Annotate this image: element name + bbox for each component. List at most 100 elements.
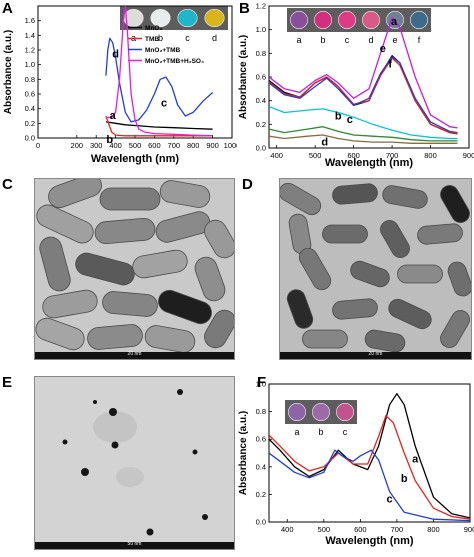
- chart-b-series-line-1: [269, 126, 458, 142]
- chart-b-series-line-4: [269, 57, 458, 135]
- chart-a: abcd020030040050060070080090010000.00.20…: [3, 5, 240, 165]
- scale-label-d: 20 nm: [368, 351, 383, 357]
- chart-b-series-line-2: [269, 105, 458, 140]
- chart-f: abc4005006007008009000.00.20.40.60.81.0W…: [238, 380, 474, 548]
- chart-f-y-tick-label: 0.8: [256, 407, 266, 416]
- chart-f-curve-label-a: a: [412, 454, 419, 466]
- chart-b-curve-label-f: f: [388, 59, 392, 71]
- chart-f-x-tick-label: 800: [427, 525, 440, 534]
- tem-c-nanorod: [204, 219, 234, 259]
- chart-f-y-axis-label: Absorbance (a.u.): [238, 411, 249, 495]
- chart-f-vial-c: [336, 403, 354, 421]
- tem-d-nanorod: [298, 247, 332, 291]
- chart-a-x-tick-label: 200: [71, 141, 84, 150]
- tem-d-nanorod: [382, 185, 428, 209]
- tem-c-nanorod: [159, 180, 211, 208]
- tem-e-nanoparticle: [202, 514, 208, 520]
- panel-label-b: B: [239, 0, 250, 17]
- panel-e: E 50 nm: [0, 370, 237, 552]
- chart-b-vial-a: [290, 11, 308, 29]
- chart-b-x-tick-label: 700: [386, 151, 399, 160]
- panel-c: C 20 nm: [0, 172, 237, 362]
- chart-a-y-tick-label: 0.0: [25, 134, 35, 143]
- chart-b-vial-label-c: c: [345, 35, 350, 45]
- chart-b-vial-f: [410, 11, 428, 29]
- tem-c-nanorod: [94, 217, 156, 245]
- tem-d-nanorod: [397, 264, 443, 284]
- chart-a-curve-label-a: a: [110, 110, 117, 122]
- chart-a-curve-label-d: d: [112, 48, 119, 60]
- scale-label-e: 50 nm: [127, 541, 142, 547]
- tem-image-c: 20 nm: [34, 178, 235, 360]
- chart-b-curve-label-d: d: [321, 137, 328, 149]
- tem-d-nanorod: [350, 260, 390, 288]
- tem-e-halo: [116, 467, 144, 487]
- chart-a-x-tick-label: 600: [148, 141, 161, 150]
- chart-f-series-line-0: [269, 393, 470, 519]
- chart-a-y-tick-label: 1.4: [25, 31, 35, 40]
- chart-b-y-tick-label: 1.2: [256, 2, 266, 11]
- chart-a-series-line-2: [105, 37, 214, 123]
- tem-c-nanorod: [102, 291, 158, 317]
- panel-f: F abc4005006007008009000.00.20.40.60.81.…: [237, 370, 474, 552]
- chart-b-series-line-5: [269, 56, 458, 134]
- chart-f-y-tick-label: 0.2: [256, 490, 266, 499]
- chart-a-y-tick-label: 0.2: [25, 119, 35, 128]
- chart-a-legend: MnO₂ TMB MnO₂+TMB MnO₂+TMB+H₂SO₄: [128, 25, 204, 65]
- chart-b-vial-d: [362, 11, 380, 29]
- chart-a-curve-label-b: b: [106, 134, 113, 146]
- chart-a-x-tick-label: 500: [129, 141, 142, 150]
- chart-a-vial-label-d: d: [212, 33, 217, 43]
- tem-e-nanoparticle: [177, 389, 183, 395]
- chart-a-vial-d: [204, 9, 225, 27]
- chart-f-x-axis-label: Wavelength (nm): [325, 535, 414, 547]
- chart-b-y-axis-label: Absorbance (a.u.): [238, 35, 249, 119]
- tem-c-nanorod: [39, 236, 71, 292]
- panel-label-e: E: [2, 374, 13, 391]
- tem-image-e: 50 nm: [34, 376, 235, 550]
- tem-d-nanorod: [332, 298, 378, 320]
- panel-a: A abcd020030040050060070080090010000.00.…: [0, 0, 240, 170]
- chart-f-x-tick-label: 600: [354, 525, 367, 534]
- chart-f-inset-photo: a b c: [285, 400, 357, 437]
- tem-d-nanorod: [447, 261, 471, 297]
- scale-label-c: 20 nm: [127, 351, 142, 357]
- tem-c-nanorod: [99, 187, 161, 211]
- chart-b-vial-e: [386, 11, 404, 29]
- chart-a-x-tick-label: 900: [206, 141, 219, 150]
- chart-b-vial-label-f: f: [418, 35, 421, 45]
- panel-label-d: D: [242, 176, 253, 193]
- chart-a-x-tick-label: 800: [187, 141, 200, 150]
- chart-b-x-tick-label: 400: [270, 151, 283, 160]
- chart-f-vial-label-b: b: [318, 427, 323, 437]
- chart-b-inset-background: [287, 8, 431, 32]
- chart-a-vial-label-c: c: [185, 33, 190, 43]
- chart-f-y-tick-label: 0.4: [256, 462, 266, 471]
- chart-a-y-tick-label: 0.4: [25, 104, 35, 113]
- tem-d-nanorod: [364, 329, 406, 353]
- chart-f-series-line-2: [269, 449, 470, 522]
- panel-b: B a b c d e f 400 500 600 700 800 900 0.0 0.2 0.4 0.6 0.…: [237, 0, 474, 170]
- chart-b-curve-label-c: c: [347, 114, 353, 126]
- chart-a-series-line-0: [105, 121, 213, 130]
- chart-a-legend-entry: MnO₂: [145, 25, 162, 32]
- chart-f-vial-label-a: a: [294, 427, 299, 437]
- chart-b-vial-label-d: d: [368, 35, 373, 45]
- chart-a-curve-label-c: c: [161, 97, 167, 109]
- chart-b-series-line-0: [269, 134, 458, 144]
- chart-b-y-tick-label: 0.4: [256, 96, 266, 105]
- panel-label-c: C: [2, 176, 13, 193]
- tem-e-nanoparticle: [62, 439, 68, 445]
- tem-d-nanorod: [332, 183, 378, 205]
- chart-b-y-tick-label: 0.0: [256, 144, 266, 153]
- chart-a-y-tick-label: 1.2: [25, 46, 35, 55]
- tem-d-nanorod: [280, 182, 322, 216]
- chart-b-curve-label-b: b: [335, 111, 342, 123]
- chart-f-vial-b: [312, 403, 330, 421]
- chart-b-series-line-6: [269, 17, 458, 129]
- chart-a-x-axis-label: Wavelength (nm): [91, 153, 180, 165]
- tem-d-nanorod: [440, 310, 470, 348]
- tem-c-nanorod: [36, 204, 94, 244]
- tem-e-nanoparticle: [81, 468, 89, 476]
